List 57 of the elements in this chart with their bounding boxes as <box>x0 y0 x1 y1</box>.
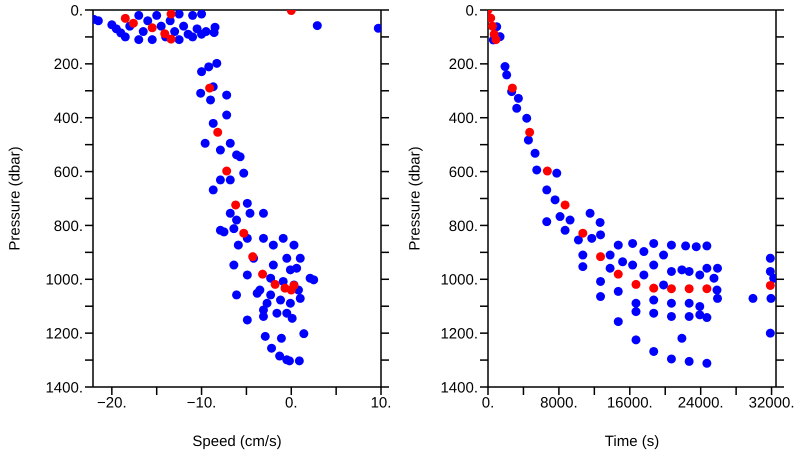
y-tick-label: 1400. <box>440 379 478 396</box>
y-tick-label: 400. <box>448 110 478 128</box>
point <box>649 284 658 293</box>
point <box>239 228 248 238</box>
y-tick-label: 0. <box>70 2 83 20</box>
point <box>684 284 694 294</box>
y-tick-label: 1000. <box>440 272 478 289</box>
point <box>166 10 176 19</box>
point <box>205 84 214 93</box>
x-tick-label: 0. <box>285 394 298 412</box>
y-tick-label: 600. <box>448 164 478 181</box>
x-tick-label: 24000. <box>678 394 724 412</box>
y-tick-label: 800. <box>448 218 478 235</box>
point <box>488 22 497 31</box>
x-axis-title: Time (s) <box>604 433 660 450</box>
x-tick-label: 0. <box>482 394 494 412</box>
point <box>258 270 268 279</box>
point <box>631 280 640 289</box>
y-tick-label: 1400. <box>45 379 83 396</box>
point <box>231 200 240 210</box>
y-tick-label: 600. <box>54 164 83 181</box>
point <box>666 284 676 294</box>
y-tick-label: 0. <box>465 2 478 20</box>
point <box>128 18 138 28</box>
y-tick-label: 1200. <box>440 325 478 342</box>
x-tick-label: −20. <box>97 394 127 412</box>
point <box>702 284 712 294</box>
y-tick-label: 1200. <box>45 325 83 342</box>
x-tick-label: 10. <box>370 394 392 412</box>
x-tick-label: −10. <box>186 394 216 412</box>
y-tick-label: 800. <box>54 218 83 235</box>
x-tick-label: 16000. <box>606 394 653 412</box>
y-tick-label: 200. <box>448 56 478 74</box>
point <box>120 14 130 23</box>
point <box>560 200 570 210</box>
x-tick-label: 32000. <box>748 394 795 412</box>
point <box>542 166 552 176</box>
point <box>166 34 176 44</box>
point <box>213 128 222 137</box>
point <box>614 270 623 279</box>
point <box>596 252 606 262</box>
point <box>222 166 232 176</box>
y-tick-label: 400. <box>54 110 83 128</box>
y-tick-label: 200. <box>54 56 83 74</box>
point <box>491 35 500 44</box>
point <box>270 280 280 289</box>
point <box>508 84 517 93</box>
x-axis-title: Speed (cm/s) <box>192 433 282 450</box>
point <box>148 23 157 32</box>
point <box>525 128 534 137</box>
y-tick-label: 1000. <box>45 272 83 289</box>
point <box>160 29 170 38</box>
x-tick-label: 8000. <box>540 394 578 412</box>
point <box>766 280 775 290</box>
point <box>578 228 588 238</box>
y-axis-title: Pressure (dbar) <box>6 146 24 251</box>
y-axis-title: Pressure (dbar) <box>406 146 424 251</box>
